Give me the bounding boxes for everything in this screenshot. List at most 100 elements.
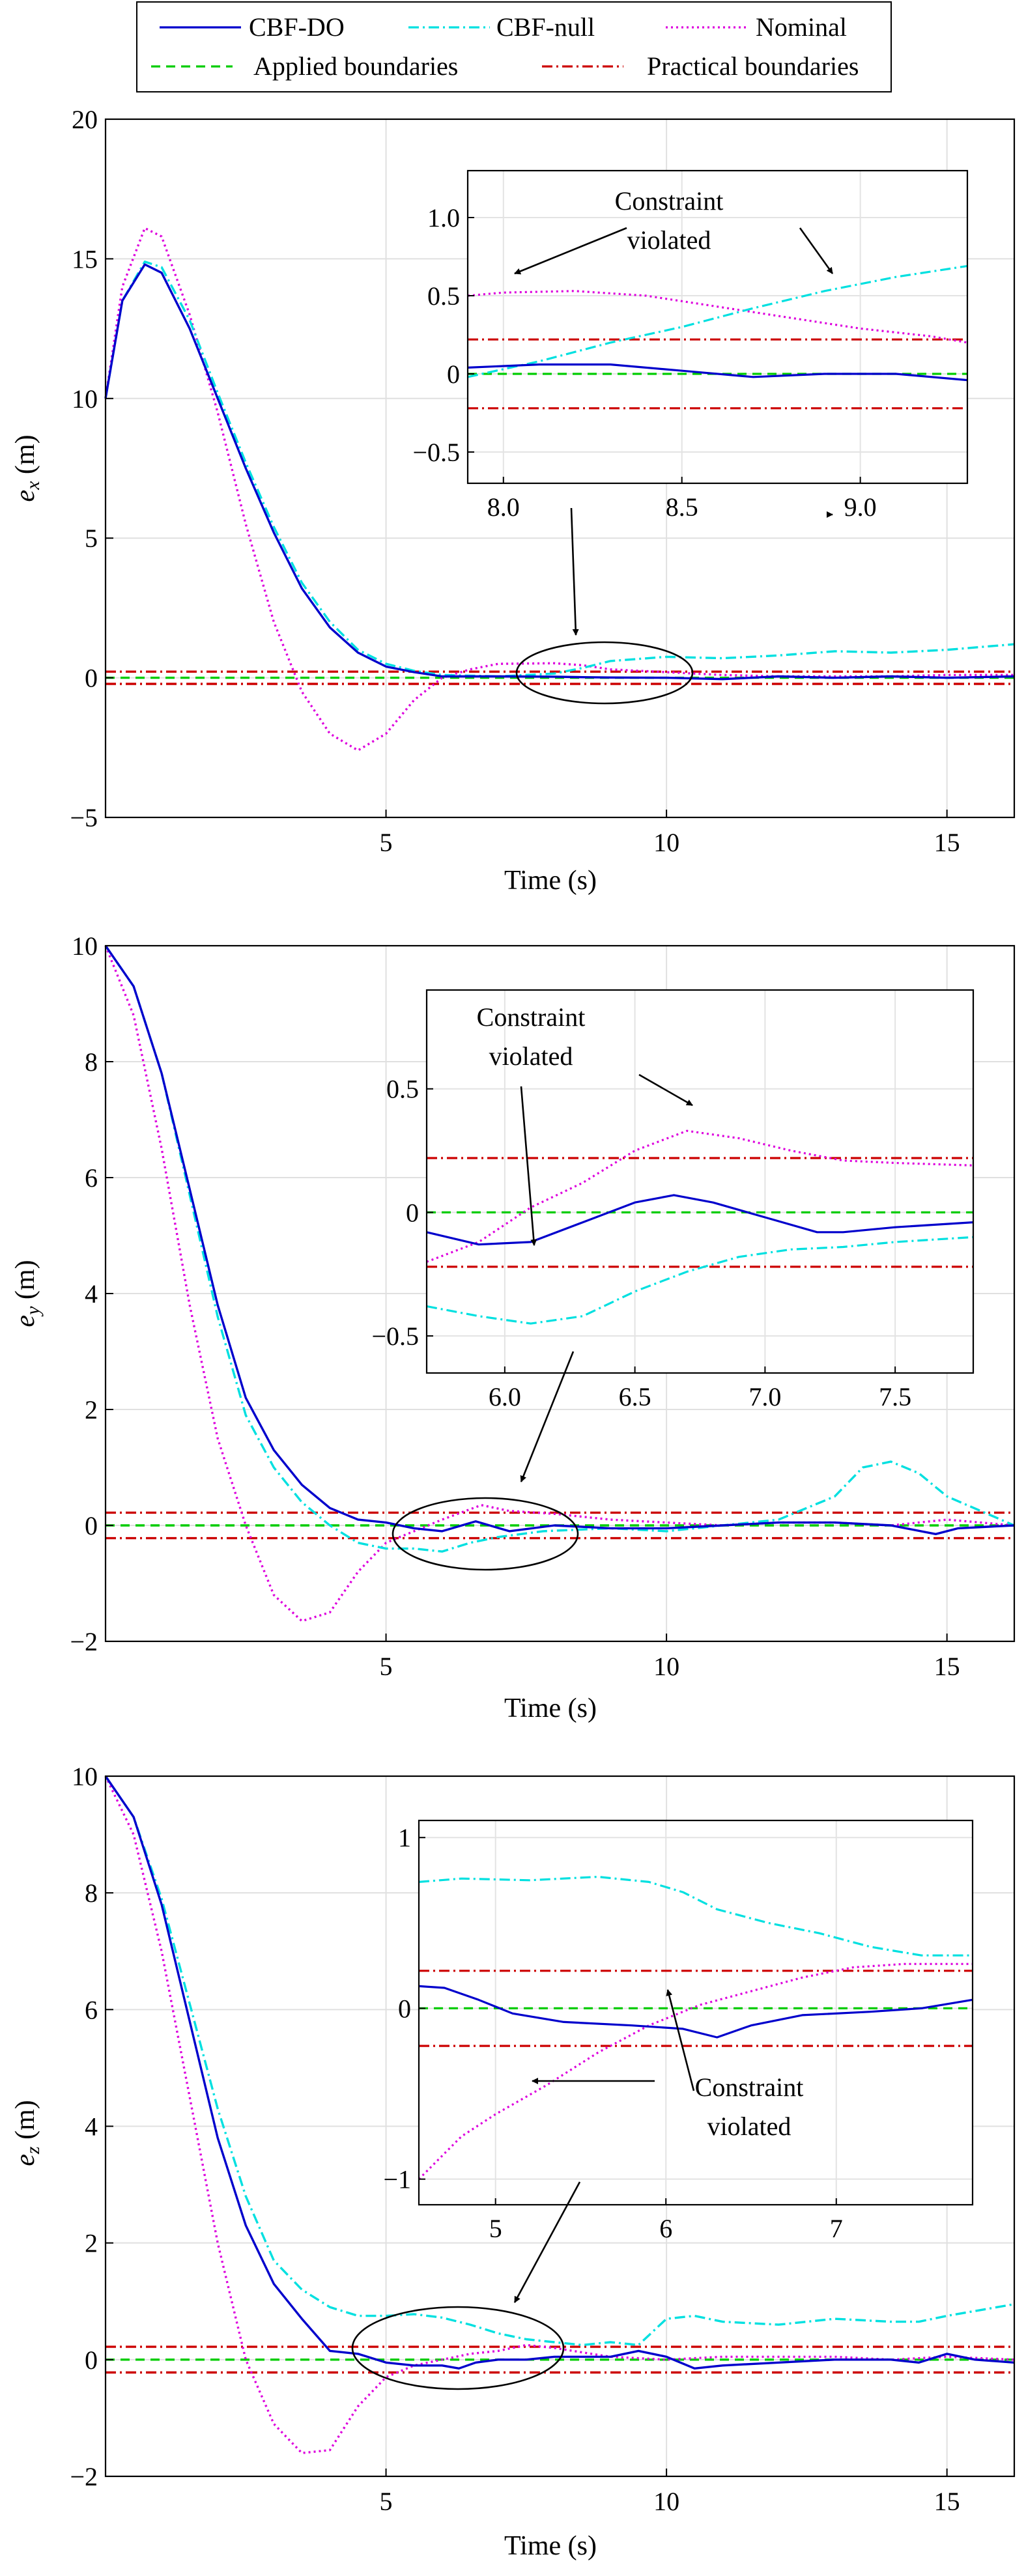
zoom-region-ellipse <box>392 1497 579 1571</box>
annotation-arrow-0 <box>514 227 627 275</box>
y-tick-label-3: 4 <box>85 2112 98 2142</box>
zoom-region-ellipse <box>515 641 694 705</box>
legend-label-2: Nominal <box>756 12 847 42</box>
chart-panel-2: 5 10 15 −2 0 2 4 6 8 10 Time (s) ey (m) 6.0 6.5 7.0 7.5… <box>10 931 1016 1723</box>
inset-y-tick-label-2: 1 <box>398 1823 411 1852</box>
y-tick-label-0: −2 <box>70 1627 98 1656</box>
main-series-cbf-do <box>104 1776 1015 2370</box>
legend-box <box>136 1 892 92</box>
inset-chart: 5 6 7 −1 0 1 <box>383 1819 974 2243</box>
y-axis-label-unit: (m) <box>10 434 40 481</box>
x-tick-label-0: 5 <box>380 1652 393 1681</box>
annotation-text-line-0: Constraint <box>615 186 724 216</box>
inset-background <box>419 1820 973 2205</box>
y-axis-label-unit: (m) <box>10 2100 40 2146</box>
inset-x-tick-label-2: 9.0 <box>844 492 877 522</box>
inset-series-cbf-do <box>418 1985 973 2039</box>
y-tick-label-3: 4 <box>85 1279 98 1309</box>
legend-label-3: Applied boundaries <box>253 51 458 81</box>
y-axis-label: ex (m) <box>10 434 44 502</box>
y-tick-label-1: 0 <box>85 2345 98 2375</box>
inset-x-tick-label-1: 6 <box>659 2214 672 2243</box>
y-tick-label-1: 0 <box>85 664 98 693</box>
main-series-cbf-do <box>104 945 1015 1535</box>
y-tick-label-2: 5 <box>85 524 98 553</box>
inset-x-tick-label-0: 5 <box>489 2214 502 2243</box>
inset-y-tick-label-2: 0.5 <box>386 1075 419 1104</box>
y-axis-label-main: e <box>10 2154 40 2166</box>
inset-x-tick-label-1: 8.5 <box>666 492 698 522</box>
inset-series-cbf-do <box>426 1194 974 1246</box>
main-series-cbf-do <box>104 263 1015 681</box>
x-tick-label-2: 15 <box>934 1652 960 1681</box>
annotation-text-line-1: violated <box>707 2112 791 2141</box>
inset-series-cbf-null <box>426 1236 974 1325</box>
inset-x-tick-label-0: 6.0 <box>489 1382 521 1411</box>
y-tick-label-4: 15 <box>72 244 98 274</box>
annotation-text-line-1: violated <box>489 1041 573 1071</box>
x-tick-label-1: 10 <box>653 1652 679 1681</box>
annotation-arrow-1 <box>799 227 834 274</box>
annotation-arrow-0 <box>666 1989 695 2091</box>
y-axis-label: ez (m) <box>10 2100 44 2166</box>
annotation-arrow-0 <box>638 1073 693 1107</box>
y-axis-label: ey (m) <box>10 1260 44 1327</box>
annotation-arrow-2 <box>520 1351 575 1482</box>
y-axis-label-main: e <box>10 1315 40 1327</box>
inset-series-nominal <box>426 1129 974 1263</box>
legend: CBF-DO CBF-null Nominal Applied boundaries P… <box>136 1 892 92</box>
main-series-cbf-null <box>104 1776 1015 2347</box>
inset-frame <box>466 169 969 485</box>
y-tick-label-0: −2 <box>70 2462 98 2491</box>
y-axis-label-sub: z <box>22 2146 44 2155</box>
inset-x-tick-label-0: 8.0 <box>487 492 520 522</box>
y-tick-label-2: 2 <box>85 2229 98 2258</box>
inset-y-tick-label-3: 1.0 <box>427 203 460 233</box>
annotation-arrow-2 <box>570 507 579 636</box>
y-tick-label-3: 10 <box>72 384 98 414</box>
y-tick-label-6: 10 <box>72 1762 98 1791</box>
inset-chart: 6.0 6.5 7.0 7.5 −0.5 0 0.5 <box>371 989 975 1411</box>
y-tick-label-1: 0 <box>85 1511 98 1540</box>
inset-y-tick-label-1: 0 <box>398 1994 411 2023</box>
y-axis-label-sub: x <box>22 481 44 490</box>
annotation-text-line-0: Constraint <box>695 2073 804 2102</box>
main-series-cbf-null <box>104 261 1015 678</box>
x-tick-label-2: 15 <box>934 2487 960 2516</box>
inset-y-tick-label-2: 0.5 <box>427 281 460 311</box>
legend-label-1: CBF-null <box>496 12 595 42</box>
inset-y-tick-label-1: 0 <box>406 1198 419 1227</box>
legend-label-4: Practical boundaries <box>647 51 859 81</box>
y-tick-label-4: 6 <box>85 1995 98 2024</box>
y-tick-label-5: 8 <box>85 1047 98 1077</box>
chart-panel-3: 5 10 15 −2 0 2 4 6 8 10 Time (s) ez (m) 5 6 7 −1 0 1 Const… <box>10 1762 1016 2561</box>
y-axis-label-sub: y <box>22 1306 44 1317</box>
inset-x-tick-label-3: 7.5 <box>879 1382 911 1411</box>
annotation-text-line-0: Constraint <box>477 1002 586 1032</box>
inset-series-cbf-null <box>467 264 968 378</box>
x-axis-label: Time (s) <box>504 2531 597 2561</box>
x-tick-label-1: 10 <box>653 828 679 857</box>
y-tick-label-4: 6 <box>85 1163 98 1193</box>
annotation-text-line-1: violated <box>627 225 711 255</box>
legend-label-0: CBF-DO <box>249 12 345 42</box>
y-tick-label-5: 8 <box>85 1878 98 1908</box>
inset-y-tick-label-0: −0.5 <box>371 1322 419 1351</box>
inset-chart: 8.0 8.5 9.0 −0.5 0 0.5 1.0 <box>412 169 969 522</box>
x-axis-label: Time (s) <box>504 1693 597 1723</box>
inset-frame <box>418 1819 974 2206</box>
y-axis-label-main: e <box>10 490 40 502</box>
y-tick-label-5: 20 <box>72 105 98 134</box>
x-tick-label-0: 5 <box>380 828 393 857</box>
plot-frame <box>104 118 1016 819</box>
main-series-cbf-null <box>104 945 1015 1553</box>
main-series-nominal <box>104 1776 1015 2454</box>
zoom-region-ellipse <box>351 2306 565 2390</box>
inset-series-nominal <box>418 1962 973 2180</box>
inset-x-tick-label-2: 7 <box>830 2214 843 2243</box>
x-axis-label: Time (s) <box>504 866 597 896</box>
inset-y-tick-label-1: 0 <box>447 360 460 389</box>
inset-x-tick-label-1: 6.5 <box>619 1382 651 1411</box>
inset-y-tick-label-0: −0.5 <box>412 438 460 467</box>
